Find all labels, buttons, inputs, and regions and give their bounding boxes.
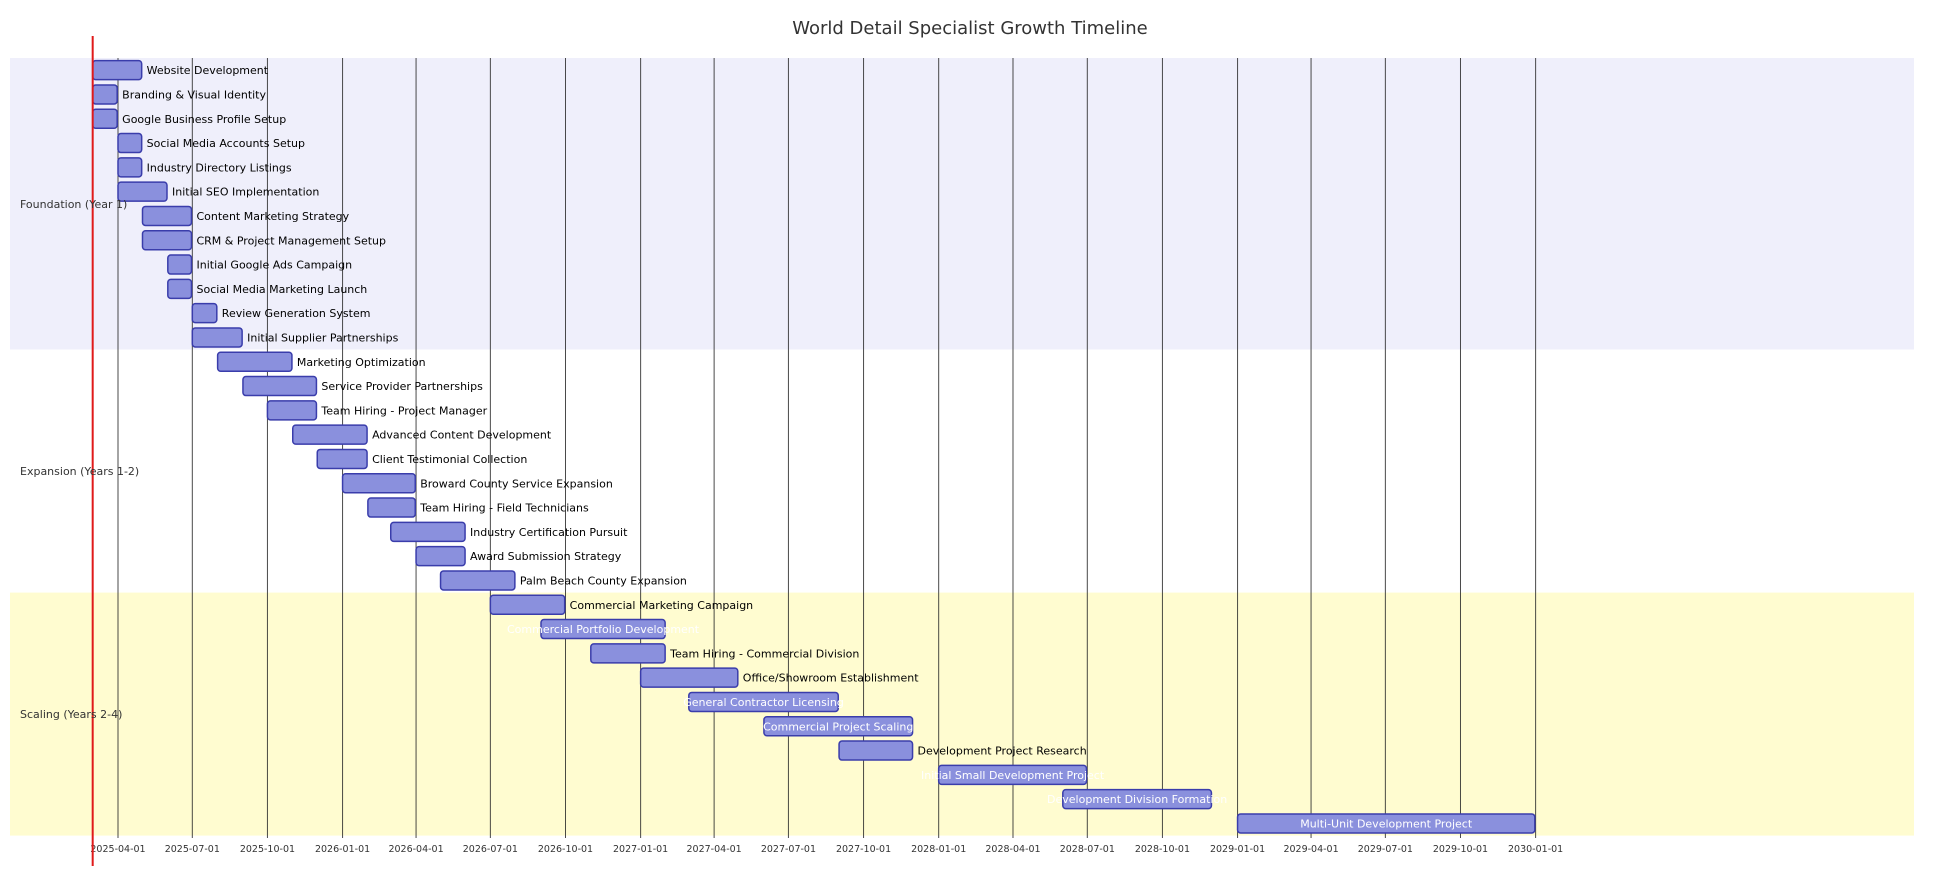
task-label: Initial Small Development Project (921, 769, 1105, 782)
grid-lines (117, 58, 1537, 838)
x-tick-label: 2026-10-01 (538, 844, 593, 855)
task-bar[interactable] (937, 764, 1088, 786)
task-bar[interactable] (590, 643, 666, 664)
task-label: Commercial Marketing Campaign (570, 599, 754, 612)
task-label: Team Hiring - Field Technicians (419, 502, 589, 515)
x-tick-label: 2029-01-01 (1210, 844, 1265, 855)
task-label: Broward County Service Expansion (420, 477, 613, 490)
task-bar[interactable] (292, 424, 368, 445)
task-bar[interactable] (242, 375, 318, 397)
section-backgrounds (10, 58, 1914, 836)
task-bar[interactable] (1236, 813, 1536, 834)
task-bar[interactable] (191, 327, 243, 348)
x-tick-label: 2028-07-01 (1060, 844, 1115, 855)
chart-title: World Detail Specialist Growth Timeline (792, 18, 1147, 39)
x-tick-label: 2027-01-01 (613, 844, 668, 855)
task-label: Development Project Research (918, 745, 1087, 758)
section-labels: Foundation (Year 1) Expansion (Years 1-2)… (20, 198, 139, 721)
task-label: Award Submission Strategy (470, 550, 622, 563)
x-tick-label: 2029-10-01 (1433, 844, 1488, 855)
x-tick-label: 2030-01-01 (1508, 844, 1563, 855)
section-label: Foundation (Year 1) (20, 198, 127, 211)
task-bar[interactable] (167, 254, 193, 275)
x-tick-label: 2026-07-01 (463, 844, 518, 855)
x-tick-label: 2029-04-01 (1283, 844, 1338, 855)
x-axis-ticks: 2025-04-01 2025-07-01 2025-10-01 2026-01-01… (90, 844, 1563, 855)
x-tick-label: 2026-04-01 (388, 844, 443, 855)
task-bar[interactable] (389, 521, 466, 543)
task-bar[interactable] (266, 400, 318, 421)
task-bar[interactable] (167, 278, 193, 300)
x-tick-label: 2028-04-01 (985, 844, 1040, 855)
section-background (10, 349, 1914, 593)
task-label: Development Division Formation (1047, 793, 1227, 806)
section-background (10, 592, 1914, 836)
task-label: General Contractor Licensing (683, 696, 844, 709)
task-label: Team Hiring - Project Manager (320, 404, 487, 417)
task-label: Industry Directory Listings (147, 161, 292, 174)
task-bar[interactable] (489, 594, 566, 615)
task-label: Advanced Content Development (372, 429, 552, 442)
x-tick-label: 2029-07-01 (1358, 844, 1413, 855)
task-bar[interactable] (341, 473, 416, 494)
task-label: Client Testimonial Collection (372, 453, 527, 466)
task-label: Industry Certification Pursuit (470, 526, 628, 539)
task-bar[interactable] (117, 157, 143, 178)
task-bars: Website Development Branding & Visual Ide… (91, 59, 1536, 834)
task-label: CRM & Project Management Setup (196, 234, 386, 247)
x-tick-label: 2027-07-01 (761, 844, 816, 855)
task-bar[interactable] (763, 716, 914, 737)
section-background (10, 58, 1914, 350)
x-tick-label: 2025-10-01 (240, 844, 295, 855)
x-tick-label: 2025-04-01 (90, 844, 145, 855)
task-bar[interactable] (367, 497, 416, 518)
task-label: Office/Showroom Establishment (743, 672, 919, 685)
section-label: Expansion (Years 1-2) (20, 465, 139, 478)
x-tick-label: 2025-07-01 (165, 844, 220, 855)
task-bar[interactable] (540, 618, 666, 640)
task-bar[interactable] (1062, 788, 1213, 810)
task-bar[interactable] (141, 205, 193, 227)
task-label: Team Hiring - Commercial Division (669, 647, 859, 660)
task-label: Initial SEO Implementation (172, 186, 319, 199)
task-bar[interactable] (117, 181, 168, 202)
task-bar[interactable] (91, 84, 118, 105)
task-label: Commercial Project Scaling (763, 720, 913, 733)
task-label: Social Media Marketing Launch (196, 283, 367, 296)
task-bar[interactable] (316, 448, 368, 470)
task-bar[interactable] (415, 545, 466, 567)
task-bar[interactable] (216, 351, 293, 372)
task-label: Service Provider Partnerships (321, 380, 483, 393)
x-tick-label: 2028-10-01 (1135, 844, 1190, 855)
task-bar[interactable] (141, 230, 193, 251)
task-bar[interactable] (117, 132, 143, 154)
task-bar[interactable] (838, 740, 914, 761)
task-label: Branding & Visual Identity (122, 88, 266, 101)
task-label: Multi-Unit Development Project (1300, 817, 1473, 830)
task-label: Website Development (147, 64, 269, 77)
task-bar[interactable] (639, 667, 739, 688)
x-tick-label: 2026-01-01 (315, 844, 370, 855)
section-label: Scaling (Years 2-4) (20, 708, 122, 721)
task-bar[interactable] (91, 59, 143, 81)
task-bar[interactable] (191, 302, 218, 324)
task-label: Palm Beach County Expansion (520, 574, 687, 587)
task-label: Social Media Accounts Setup (147, 137, 305, 150)
task-label: Content Marketing Strategy (196, 210, 349, 223)
task-label: Review Generation System (222, 307, 371, 320)
task-label: Google Business Profile Setup (122, 113, 286, 126)
x-tick-label: 2027-04-01 (687, 844, 742, 855)
task-label: Marketing Optimization (297, 356, 426, 369)
task-label: Commercial Portfolio Development (507, 623, 700, 636)
task-label: Initial Google Ads Campaign (196, 259, 352, 272)
task-bar[interactable] (439, 570, 516, 591)
task-label: Initial Supplier Partnerships (247, 331, 398, 344)
task-bar[interactable] (91, 108, 118, 129)
x-tick-label: 2028-01-01 (911, 844, 966, 855)
x-tick-label: 2027-10-01 (836, 844, 891, 855)
task-bar[interactable] (688, 691, 839, 713)
